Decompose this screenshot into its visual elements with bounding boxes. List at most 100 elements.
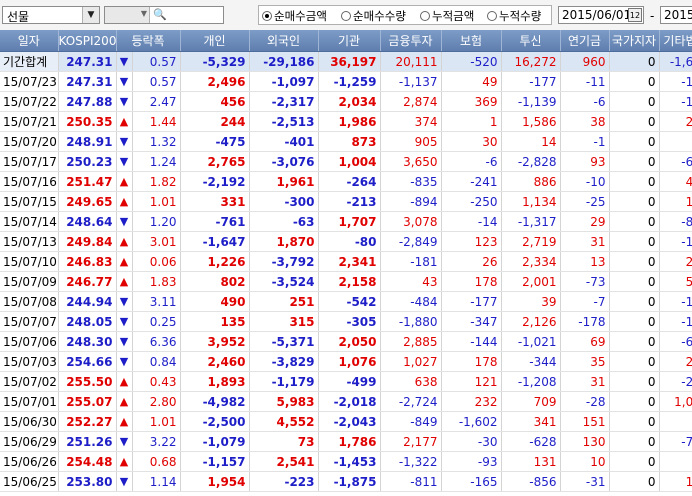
- table-row[interactable]: 15/07/17 250.23 ▼ 1.24 2,765 -3,076 1,004 3,650…: [0, 151, 692, 172]
- arrow-down-icon: ▼: [116, 311, 133, 332]
- table-row[interactable]: 15/07/03 254.66 ▼ 0.84 2,460 -3,829 1,076 1,027…: [0, 351, 692, 372]
- other-corp-cell: 1,017: [659, 391, 692, 412]
- investor-trading-table: 일자 KOSPI200 등락폭 개인 외국인 기관 금융투자 보험 투신 연기금…: [0, 30, 692, 492]
- insurance-cell: -1,602: [441, 411, 502, 432]
- kospi200-cell: 255.07: [58, 391, 117, 412]
- search-icon[interactable]: 🔍: [153, 8, 167, 21]
- radio-net-buy-amount[interactable]: 순매수금액: [262, 8, 327, 24]
- foreign-cell: 4,552: [249, 411, 319, 432]
- kospi200-cell: 251.47: [58, 171, 117, 192]
- foreign-cell: 5,983: [249, 391, 319, 412]
- insurance-cell: -347: [441, 311, 502, 332]
- insurance-cell: -250: [441, 191, 502, 212]
- radio-button[interactable]: [262, 11, 272, 21]
- institution-cell: -1,875: [318, 471, 381, 492]
- insurance-cell: -165: [441, 471, 502, 492]
- change-cell: 0.06: [132, 251, 181, 272]
- code-search-box[interactable]: ▼ 🔍: [104, 6, 224, 24]
- other-corp-cell: -1,681: [659, 51, 692, 72]
- investment-trust-cell: 2,334: [501, 251, 561, 272]
- table-row[interactable]: 15/06/29 251.26 ▼ 3.22 -1,079 73 1,786 2,177 -30…: [0, 431, 692, 452]
- individual-cell: -2,192: [180, 171, 250, 192]
- date-separator: -: [650, 9, 655, 23]
- individual-cell: -475: [180, 131, 250, 152]
- date-cell: 15/06/25: [0, 471, 59, 492]
- header-individual[interactable]: 개인: [180, 30, 250, 52]
- header-date[interactable]: 일자: [0, 30, 59, 52]
- start-date-field[interactable]: 2015/06/01 12: [558, 6, 644, 24]
- financial-investment-cell: 43: [380, 271, 442, 292]
- individual-cell: 2,765: [180, 151, 250, 172]
- header-foreign[interactable]: 외국인: [249, 30, 319, 52]
- date-cell: 15/06/26: [0, 451, 59, 472]
- product-select[interactable]: 선물 ▼: [2, 6, 100, 24]
- chevron-down-icon[interactable]: ▼: [140, 9, 147, 18]
- institution-cell: -2,018: [318, 391, 381, 412]
- header-pension-fund[interactable]: 연기금: [560, 30, 610, 52]
- government-cell: 0: [609, 111, 660, 132]
- table-row[interactable]: 15/07/13 249.84 ▲ 3.01 -1,647 1,870 -80 -2,849 1…: [0, 231, 692, 252]
- radio-net-buy-quantity[interactable]: 순매수수량: [341, 8, 406, 24]
- radio-cumulative-quantity[interactable]: 누적수량: [487, 8, 541, 24]
- total-row[interactable]: 기간합계 247.31 ▼ 0.57 -5,329 -29,186 36,197 20,111…: [0, 51, 692, 72]
- foreign-cell: -29,186: [249, 51, 319, 72]
- individual-cell: 135: [180, 311, 250, 332]
- end-date-field[interactable]: 2015/: [660, 6, 692, 24]
- table-row[interactable]: 15/07/20 248.91 ▼ 1.32 -475 -401 873 905 30 14 -1 0…: [0, 131, 692, 152]
- table-row[interactable]: 15/07/09 246.77 ▲ 1.83 802 -3,524 2,158 43 178 2,…: [0, 271, 692, 292]
- calendar-icon[interactable]: 12: [628, 8, 642, 22]
- kospi200-cell: 244.94: [58, 291, 117, 312]
- header-financial-investment[interactable]: 금융투자: [380, 30, 442, 52]
- investment-trust-cell: 709: [501, 391, 561, 412]
- government-cell: 0: [609, 471, 660, 492]
- code-dropdown[interactable]: ▼: [105, 7, 150, 23]
- pension-fund-cell: -178: [560, 311, 610, 332]
- table-row[interactable]: 15/07/01 255.07 ▲ 2.80 -4,982 5,983 -2,018 -2,7…: [0, 391, 692, 412]
- radio-button[interactable]: [341, 11, 351, 21]
- radio-button[interactable]: [420, 11, 430, 21]
- table-row[interactable]: 15/07/23 247.31 ▼ 0.57 2,496 -1,097 -1,259 -1,1…: [0, 71, 692, 92]
- header-institution[interactable]: 기관: [318, 30, 381, 52]
- insurance-cell: 121: [441, 371, 502, 392]
- header-other-corp[interactable]: 기타법인: [659, 30, 692, 52]
- table-row[interactable]: 15/06/26 254.48 ▲ 0.68 -1,157 2,541 -1,453 -1,3…: [0, 451, 692, 472]
- institution-cell: -1,453: [318, 451, 381, 472]
- header-insurance[interactable]: 보험: [441, 30, 502, 52]
- table-row[interactable]: 15/07/14 248.64 ▼ 1.20 -761 -63 1,707 3,078 -14-…: [0, 211, 692, 232]
- table-row[interactable]: 15/07/07 248.05 ▼ 0.25 135 315 -305 -1,880 -347 2…: [0, 311, 692, 332]
- financial-investment-cell: 638: [380, 371, 442, 392]
- toolbar: 선물 ▼ ▼ 🔍 순매수금액 순매수수량 누적금액 누적수량 2015/06/0…: [0, 0, 692, 31]
- radio-button[interactable]: [487, 11, 497, 21]
- pension-fund-cell: 31: [560, 231, 610, 252]
- individual-cell: -761: [180, 211, 250, 232]
- table-row[interactable]: 15/06/30 252.27 ▲ 1.01 -2,500 4,552 -2,043 -849…: [0, 411, 692, 432]
- institution-cell: -2,043: [318, 411, 381, 432]
- header-investment-trust[interactable]: 투신: [501, 30, 561, 52]
- table-row[interactable]: 15/07/06 248.30 ▼ 6.36 3,952 -5,371 2,050 2,885…: [0, 331, 692, 352]
- financial-investment-cell: -1,322: [380, 451, 442, 472]
- table-row[interactable]: 15/06/25 253.80 ▼ 1.14 1,954 -223 -1,875 -811 -1…: [0, 471, 692, 492]
- header-change[interactable]: 등락폭: [116, 30, 181, 52]
- table-row[interactable]: 15/07/22 247.88 ▼ 2.47 456 -2,317 2,034 2,874 36…: [0, 91, 692, 112]
- pension-fund-cell: -7: [560, 291, 610, 312]
- header-government[interactable]: 국가지자: [609, 30, 660, 52]
- investment-trust-cell: 131: [501, 451, 561, 472]
- kospi200-cell: 248.91: [58, 131, 117, 152]
- header-kospi200[interactable]: KOSPI200: [58, 30, 117, 52]
- other-corp-cell: -144: [659, 311, 692, 332]
- table-row[interactable]: 15/07/15 249.65 ▲ 1.01 331 -300 -213 -894 -250 1,…: [0, 191, 692, 212]
- other-corp-cell: 292: [659, 351, 692, 372]
- table-row[interactable]: 15/07/10 246.83 ▲ 0.06 1,226 -3,792 2,341 -181 2…: [0, 251, 692, 272]
- chevron-down-icon[interactable]: ▼: [82, 7, 99, 23]
- table-row[interactable]: 15/07/08 244.94 ▼ 3.11 490 251 -542 -484 -177 39-…: [0, 291, 692, 312]
- pension-fund-cell: 31: [560, 371, 610, 392]
- date-cell: 15/06/30: [0, 411, 59, 432]
- arrow-up-icon: ▲: [116, 111, 133, 132]
- table-row[interactable]: 15/07/21 250.35 ▲ 1.44 244 -2,513 1,986 374 1 1,5…: [0, 111, 692, 132]
- table-row[interactable]: 15/07/16 251.47 ▲ 1.82 -2,192 1,961 -264 -835 -2…: [0, 171, 692, 192]
- table-row[interactable]: 15/07/02 255.50 ▲ 0.43 1,893 -1,179 -499 638 121…: [0, 371, 692, 392]
- pension-fund-cell: -1: [560, 131, 610, 152]
- radio-cumulative-amount[interactable]: 누적금액: [420, 8, 474, 24]
- arrow-up-icon: ▲: [116, 171, 133, 192]
- kospi200-cell: 246.83: [58, 251, 117, 272]
